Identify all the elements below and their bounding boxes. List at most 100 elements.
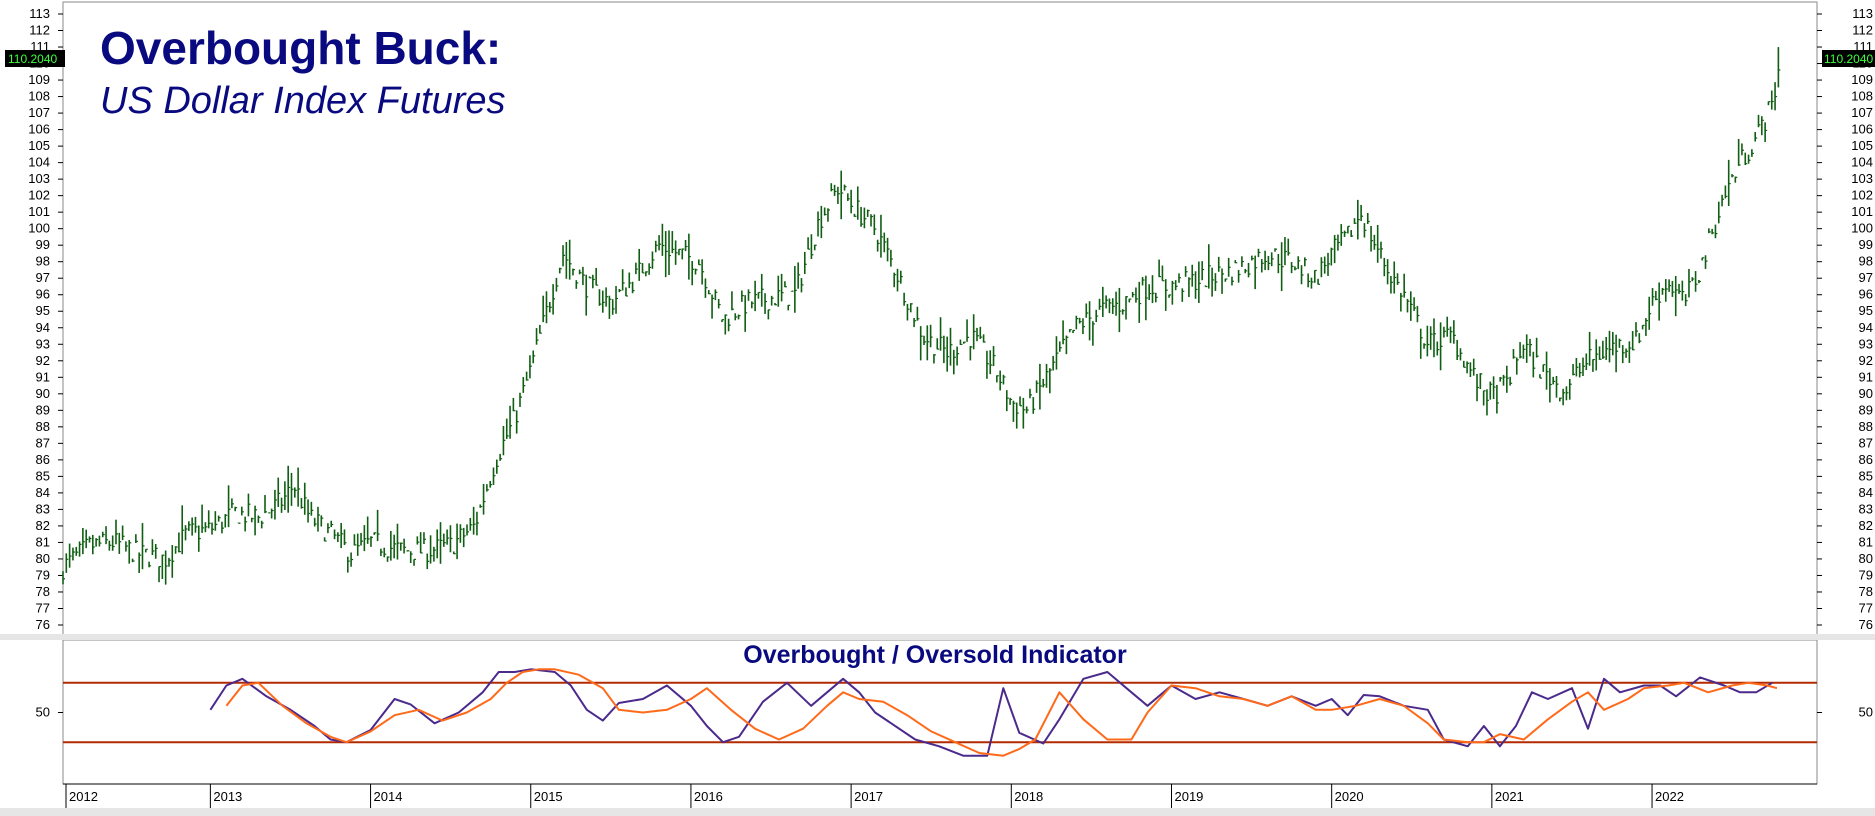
y-tick-label-right: 100 (1851, 221, 1873, 236)
y-tick-label-right: 103 (1851, 171, 1873, 186)
y-tick-label: 77 (36, 600, 50, 615)
y-tick-label-right: 80 (1859, 551, 1873, 566)
x-tick-label: 2012 (69, 789, 98, 804)
last-value-right: 110.2040 (1824, 52, 1873, 66)
y-tick-label: 103 (28, 171, 50, 186)
last-value-badge-left: 110.2040 (5, 50, 65, 67)
y-tick-label: 100 (28, 221, 50, 236)
y-tick-label: 89 (36, 402, 50, 417)
y-tick-label: 83 (36, 501, 50, 516)
y-tick-label-right: 94 (1859, 320, 1873, 335)
y-tick-label: 99 (36, 237, 50, 252)
y-tick-label-right: 78 (1859, 584, 1873, 599)
ind-y-tick-label-right: 50 (1859, 705, 1873, 720)
y-tick-label-right: 102 (1851, 188, 1873, 203)
y-tick-label: 113 (29, 6, 50, 21)
y-tick-label-right: 92 (1859, 353, 1873, 368)
x-tick-label: 2020 (1335, 789, 1364, 804)
y-tick-label-right: 84 (1859, 485, 1873, 500)
bottom-strip (0, 808, 1875, 816)
panel-separator (0, 634, 1875, 640)
last-value-left: 110.2040 (8, 52, 57, 66)
y-tick-label-right: 91 (1859, 369, 1873, 384)
y-tick-label: 94 (36, 320, 50, 335)
y-tick-label-right: 93 (1859, 336, 1873, 351)
y-tick-label-right: 96 (1859, 287, 1873, 302)
y-tick-label: 78 (36, 584, 50, 599)
x-tick-label: 2022 (1655, 789, 1684, 804)
y-tick-label-right: 112 (1852, 23, 1873, 38)
y-tick-label: 106 (28, 122, 50, 137)
y-tick-label: 108 (28, 89, 50, 104)
indicator-lines (209, 668, 1778, 757)
y-tick-label: 86 (36, 452, 50, 467)
x-tick-label: 2021 (1495, 789, 1524, 804)
y-tick-label-right: 87 (1859, 435, 1873, 450)
y-tick-label: 101 (28, 204, 50, 219)
y-tick-label: 105 (28, 138, 50, 153)
indicator-bands (63, 681, 1817, 744)
y-tick-label-right: 81 (1859, 534, 1873, 549)
y-tick-label: 90 (36, 386, 50, 401)
y-tick-label: 91 (36, 369, 50, 384)
y-tick-label-right: 76 (1859, 617, 1873, 632)
y-tick-label: 104 (28, 155, 50, 170)
y-tick-label: 98 (36, 254, 50, 269)
y-tick-label-right: 95 (1859, 303, 1873, 318)
y-tick-label-right: 82 (1859, 518, 1873, 533)
chart-subtitle: US Dollar Index Futures (100, 80, 506, 122)
y-tick-label-right: 88 (1859, 419, 1873, 434)
y-tick-label-right: 101 (1851, 204, 1873, 219)
y-tick-label: 109 (28, 72, 50, 87)
y-tick-label: 92 (36, 353, 50, 368)
indicator-y-axis: 50 50 (36, 705, 1873, 720)
y-tick-label-right: 106 (1851, 122, 1873, 137)
y-tick-label-right: 90 (1859, 386, 1873, 401)
y-tick-label-right: 107 (1851, 105, 1873, 120)
last-value-badge-right: 110.2040 (1822, 50, 1875, 67)
oscillator-line (209, 668, 1773, 757)
y-tick-label-right: 85 (1859, 468, 1873, 483)
price-series (62, 47, 1781, 585)
y-tick-label: 81 (36, 534, 50, 549)
y-tick-label: 93 (36, 336, 50, 351)
y-tick-label-right: 97 (1859, 270, 1873, 285)
y-tick-label: 80 (36, 551, 50, 566)
x-tick-label: 2016 (694, 789, 723, 804)
y-tick-label: 88 (36, 419, 50, 434)
x-tick-label: 2019 (1174, 789, 1203, 804)
y-tick-label: 112 (29, 23, 50, 38)
time-x-axis: 2012 2013 2014 2015 2016 2017 2018 2019 2020 2021… (63, 783, 1817, 808)
y-tick-label: 76 (36, 617, 50, 632)
y-tick-label: 96 (36, 287, 50, 302)
y-tick-label: 107 (28, 105, 50, 120)
y-tick-label: 82 (36, 518, 50, 533)
ind-y-tick-label: 50 (36, 705, 50, 720)
y-tick-label-right: 98 (1859, 254, 1873, 269)
y-tick-label-right: 104 (1851, 155, 1873, 170)
x-tick-label: 2017 (854, 789, 883, 804)
y-tick-label: 95 (36, 303, 50, 318)
y-tick-label: 79 (36, 567, 50, 582)
y-tick-label-right: 113 (1852, 6, 1873, 21)
y-tick-label: 85 (36, 468, 50, 483)
y-tick-label-right: 83 (1859, 501, 1873, 516)
y-tick-label-right: 99 (1859, 237, 1873, 252)
indicator-title: Overbought / Oversold Indicator (743, 641, 1127, 669)
y-tick-label-right: 79 (1859, 567, 1873, 582)
y-tick-label: 87 (36, 435, 50, 450)
chart-title: Overbought Buck: (100, 22, 501, 74)
signal-line (225, 668, 1778, 757)
y-tick-label-right: 108 (1851, 89, 1873, 104)
y-tick-label-right: 105 (1851, 138, 1873, 153)
y-tick-label: 84 (36, 485, 50, 500)
y-tick-label-right: 77 (1859, 600, 1873, 615)
y-tick-label-right: 86 (1859, 452, 1873, 467)
y-tick-label: 102 (28, 188, 50, 203)
x-tick-label: 2013 (213, 789, 242, 804)
y-tick-label-right: 109 (1851, 72, 1873, 87)
